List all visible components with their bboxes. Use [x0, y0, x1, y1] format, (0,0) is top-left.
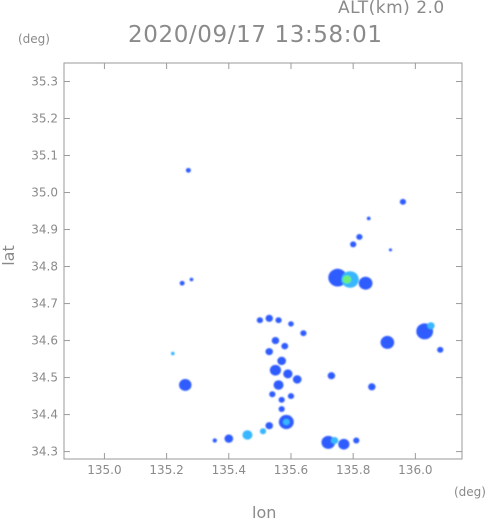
echo-cell-moderate — [330, 436, 339, 445]
y-axis-unit: (deg) — [18, 32, 50, 46]
x-tick-label: 135.8 — [336, 463, 370, 477]
echo-cell-weak — [269, 364, 282, 376]
echo-cell-weak — [265, 348, 273, 356]
y-tick-label: 34.5 — [31, 371, 58, 385]
echo-cell-weak — [269, 391, 276, 398]
x-tick-label: 135.6 — [274, 463, 308, 477]
echo-cell-weak — [368, 383, 376, 391]
y-tick-label: 34.8 — [31, 260, 58, 274]
echo-cell-moderate — [427, 322, 435, 330]
echo-cell-weak — [275, 317, 282, 324]
echo-cell-weak — [256, 317, 263, 324]
y-tick-label: 34.7 — [31, 297, 58, 311]
echo-cell-moderate — [259, 428, 267, 435]
echo-cell-weak — [265, 314, 273, 322]
echo-cell-weak — [356, 233, 363, 240]
plot-frame — [63, 62, 463, 460]
echo-cell-weak — [358, 276, 373, 290]
x-axis-unit: (deg) — [454, 485, 486, 499]
echo-cell-weak — [265, 422, 273, 430]
y-tick-label: 34.9 — [31, 223, 58, 237]
echo-cell-weak — [399, 198, 407, 205]
echo-cell-weak — [278, 406, 285, 412]
echo-cell-weak — [281, 342, 289, 350]
echo-cell-weak — [179, 280, 185, 286]
echo-cell-weak — [288, 321, 294, 327]
echo-cell-weak — [388, 248, 393, 252]
echo-cell-weak — [271, 337, 280, 345]
echo-cell-weak — [189, 277, 194, 282]
x-tick-label: 135.2 — [149, 463, 183, 477]
echo-cell-strong — [342, 275, 352, 284]
y-tick-label: 34.4 — [31, 408, 58, 422]
echo-cell-weak — [224, 434, 234, 443]
x-tick-label: 135.0 — [87, 463, 121, 477]
echo-cell-weak — [179, 379, 192, 391]
echo-cell-weak — [287, 393, 295, 400]
x-tick-label: 135.4 — [212, 463, 246, 477]
echo-cell-moderate — [282, 418, 290, 426]
y-tick-label: 34.6 — [31, 334, 58, 348]
echo-cell-weak — [437, 346, 444, 353]
echo-cell-weak — [353, 437, 360, 444]
x-tick-label: 136.0 — [398, 463, 432, 477]
timestamp: 2020/09/17 13:58:01 — [128, 22, 383, 48]
y-tick-label: 35.2 — [31, 112, 58, 126]
echo-cell-moderate — [170, 351, 175, 356]
echo-cell-weak — [292, 375, 302, 384]
y-tick-label: 35.0 — [31, 186, 58, 200]
altitude-label: ALT(km) 2.0 — [338, 0, 445, 18]
echo-cell-moderate — [242, 430, 253, 440]
y-tick-label: 34.3 — [31, 445, 58, 459]
echo-cell-weak — [277, 356, 287, 366]
echo-cell-weak — [212, 438, 217, 443]
y-tick-label: 35.3 — [31, 75, 58, 89]
echo-cell-weak — [300, 330, 307, 337]
echo-cell-weak — [327, 372, 336, 380]
echo-cell-weak — [273, 380, 284, 390]
echo-cell-weak — [278, 396, 285, 403]
echo-cell-weak — [380, 335, 395, 349]
echo-cell-weak — [350, 241, 357, 248]
y-tick-label: 35.1 — [31, 149, 58, 163]
echo-cell-weak — [185, 167, 191, 173]
echo-cell-weak — [366, 216, 371, 221]
echo-cell-weak — [283, 369, 293, 379]
x-axis-label: lon — [252, 503, 277, 522]
echo-cell-weak — [338, 438, 350, 450]
